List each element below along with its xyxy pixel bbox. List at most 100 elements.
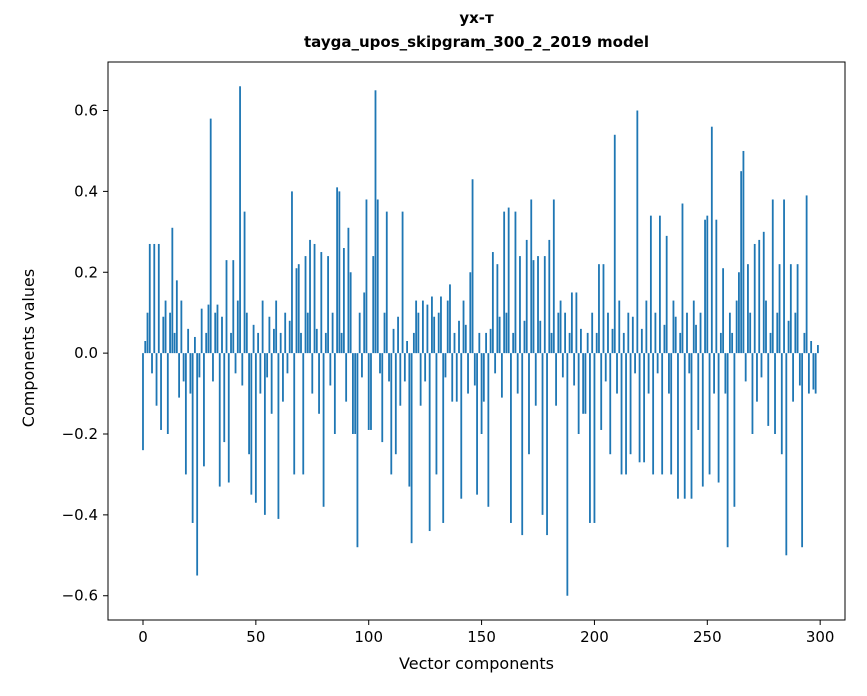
bar bbox=[485, 332, 487, 354]
bar bbox=[751, 353, 754, 434]
bar bbox=[647, 353, 650, 394]
bar bbox=[665, 235, 668, 354]
bar bbox=[471, 179, 474, 354]
bar bbox=[356, 353, 359, 548]
bar bbox=[171, 227, 174, 354]
x-tick-label: 200 bbox=[580, 628, 609, 646]
bar bbox=[774, 353, 776, 434]
bar bbox=[191, 353, 194, 523]
bar bbox=[370, 353, 372, 430]
bar bbox=[410, 353, 413, 544]
bar bbox=[252, 324, 255, 354]
chart-title-word: ух-т bbox=[459, 9, 494, 27]
bar bbox=[173, 332, 176, 354]
bar bbox=[555, 353, 557, 406]
bar bbox=[780, 353, 783, 455]
bar bbox=[300, 332, 302, 354]
bar bbox=[214, 312, 217, 354]
bar bbox=[406, 341, 408, 354]
bar bbox=[787, 320, 790, 354]
bar bbox=[424, 353, 427, 382]
bar bbox=[622, 332, 625, 354]
bar bbox=[688, 353, 691, 374]
bar bbox=[510, 353, 512, 523]
bar bbox=[643, 353, 646, 463]
bar bbox=[491, 252, 494, 354]
bar bbox=[519, 256, 521, 354]
bar bbox=[679, 332, 682, 354]
bar bbox=[243, 211, 246, 354]
bar bbox=[408, 353, 411, 487]
bar bbox=[361, 353, 363, 378]
bar bbox=[182, 353, 185, 382]
bar bbox=[620, 353, 623, 475]
bar bbox=[318, 353, 320, 414]
bar bbox=[234, 353, 237, 374]
bar bbox=[367, 353, 370, 430]
bar bbox=[559, 300, 562, 354]
x-tick-label: 0 bbox=[138, 628, 148, 646]
bar bbox=[708, 353, 711, 475]
y-tick-label: −0.4 bbox=[62, 506, 98, 524]
bar bbox=[704, 219, 706, 354]
y-tick-label: 0.2 bbox=[74, 263, 98, 281]
bar bbox=[288, 320, 291, 354]
bar bbox=[722, 268, 725, 354]
bar bbox=[541, 353, 544, 515]
bar bbox=[726, 353, 729, 548]
bar bbox=[638, 353, 641, 463]
bar bbox=[742, 150, 745, 354]
bar bbox=[433, 316, 436, 354]
bar bbox=[756, 353, 758, 402]
bar bbox=[397, 316, 399, 354]
bar bbox=[347, 227, 350, 354]
bar bbox=[505, 312, 508, 354]
bar bbox=[719, 332, 722, 354]
bar bbox=[731, 332, 734, 354]
bar bbox=[399, 353, 402, 406]
bar bbox=[677, 353, 679, 499]
bar bbox=[817, 345, 819, 354]
bar bbox=[320, 252, 323, 354]
bar bbox=[394, 353, 397, 455]
bar bbox=[801, 353, 804, 548]
bar bbox=[155, 353, 158, 406]
bar bbox=[266, 353, 269, 378]
bar bbox=[144, 341, 147, 354]
bar bbox=[421, 300, 424, 354]
bar bbox=[160, 353, 162, 430]
bar bbox=[543, 256, 546, 354]
bar bbox=[480, 353, 483, 434]
bar bbox=[683, 353, 686, 499]
bar bbox=[537, 256, 539, 354]
bar bbox=[263, 353, 266, 515]
bar bbox=[273, 328, 275, 354]
bar bbox=[223, 353, 226, 443]
bar bbox=[284, 312, 287, 354]
bar bbox=[794, 312, 797, 354]
bar bbox=[695, 324, 697, 354]
bar bbox=[187, 328, 190, 354]
bar bbox=[358, 312, 361, 354]
bar bbox=[783, 199, 785, 354]
bar bbox=[552, 199, 555, 354]
bar bbox=[512, 332, 515, 354]
bar bbox=[523, 320, 526, 354]
bar bbox=[311, 353, 314, 394]
bar bbox=[514, 211, 517, 354]
x-tick-label: 150 bbox=[467, 628, 496, 646]
bar bbox=[306, 312, 309, 354]
bar bbox=[532, 260, 535, 354]
bar bbox=[663, 324, 666, 354]
bar bbox=[184, 353, 187, 475]
bar bbox=[557, 312, 560, 354]
bar bbox=[478, 332, 481, 354]
bar bbox=[302, 353, 305, 475]
bar bbox=[426, 304, 429, 354]
bar bbox=[591, 312, 594, 354]
bar bbox=[175, 280, 178, 354]
bar bbox=[385, 211, 388, 354]
bar bbox=[315, 328, 318, 354]
bar bbox=[500, 353, 503, 398]
bar bbox=[713, 353, 715, 394]
